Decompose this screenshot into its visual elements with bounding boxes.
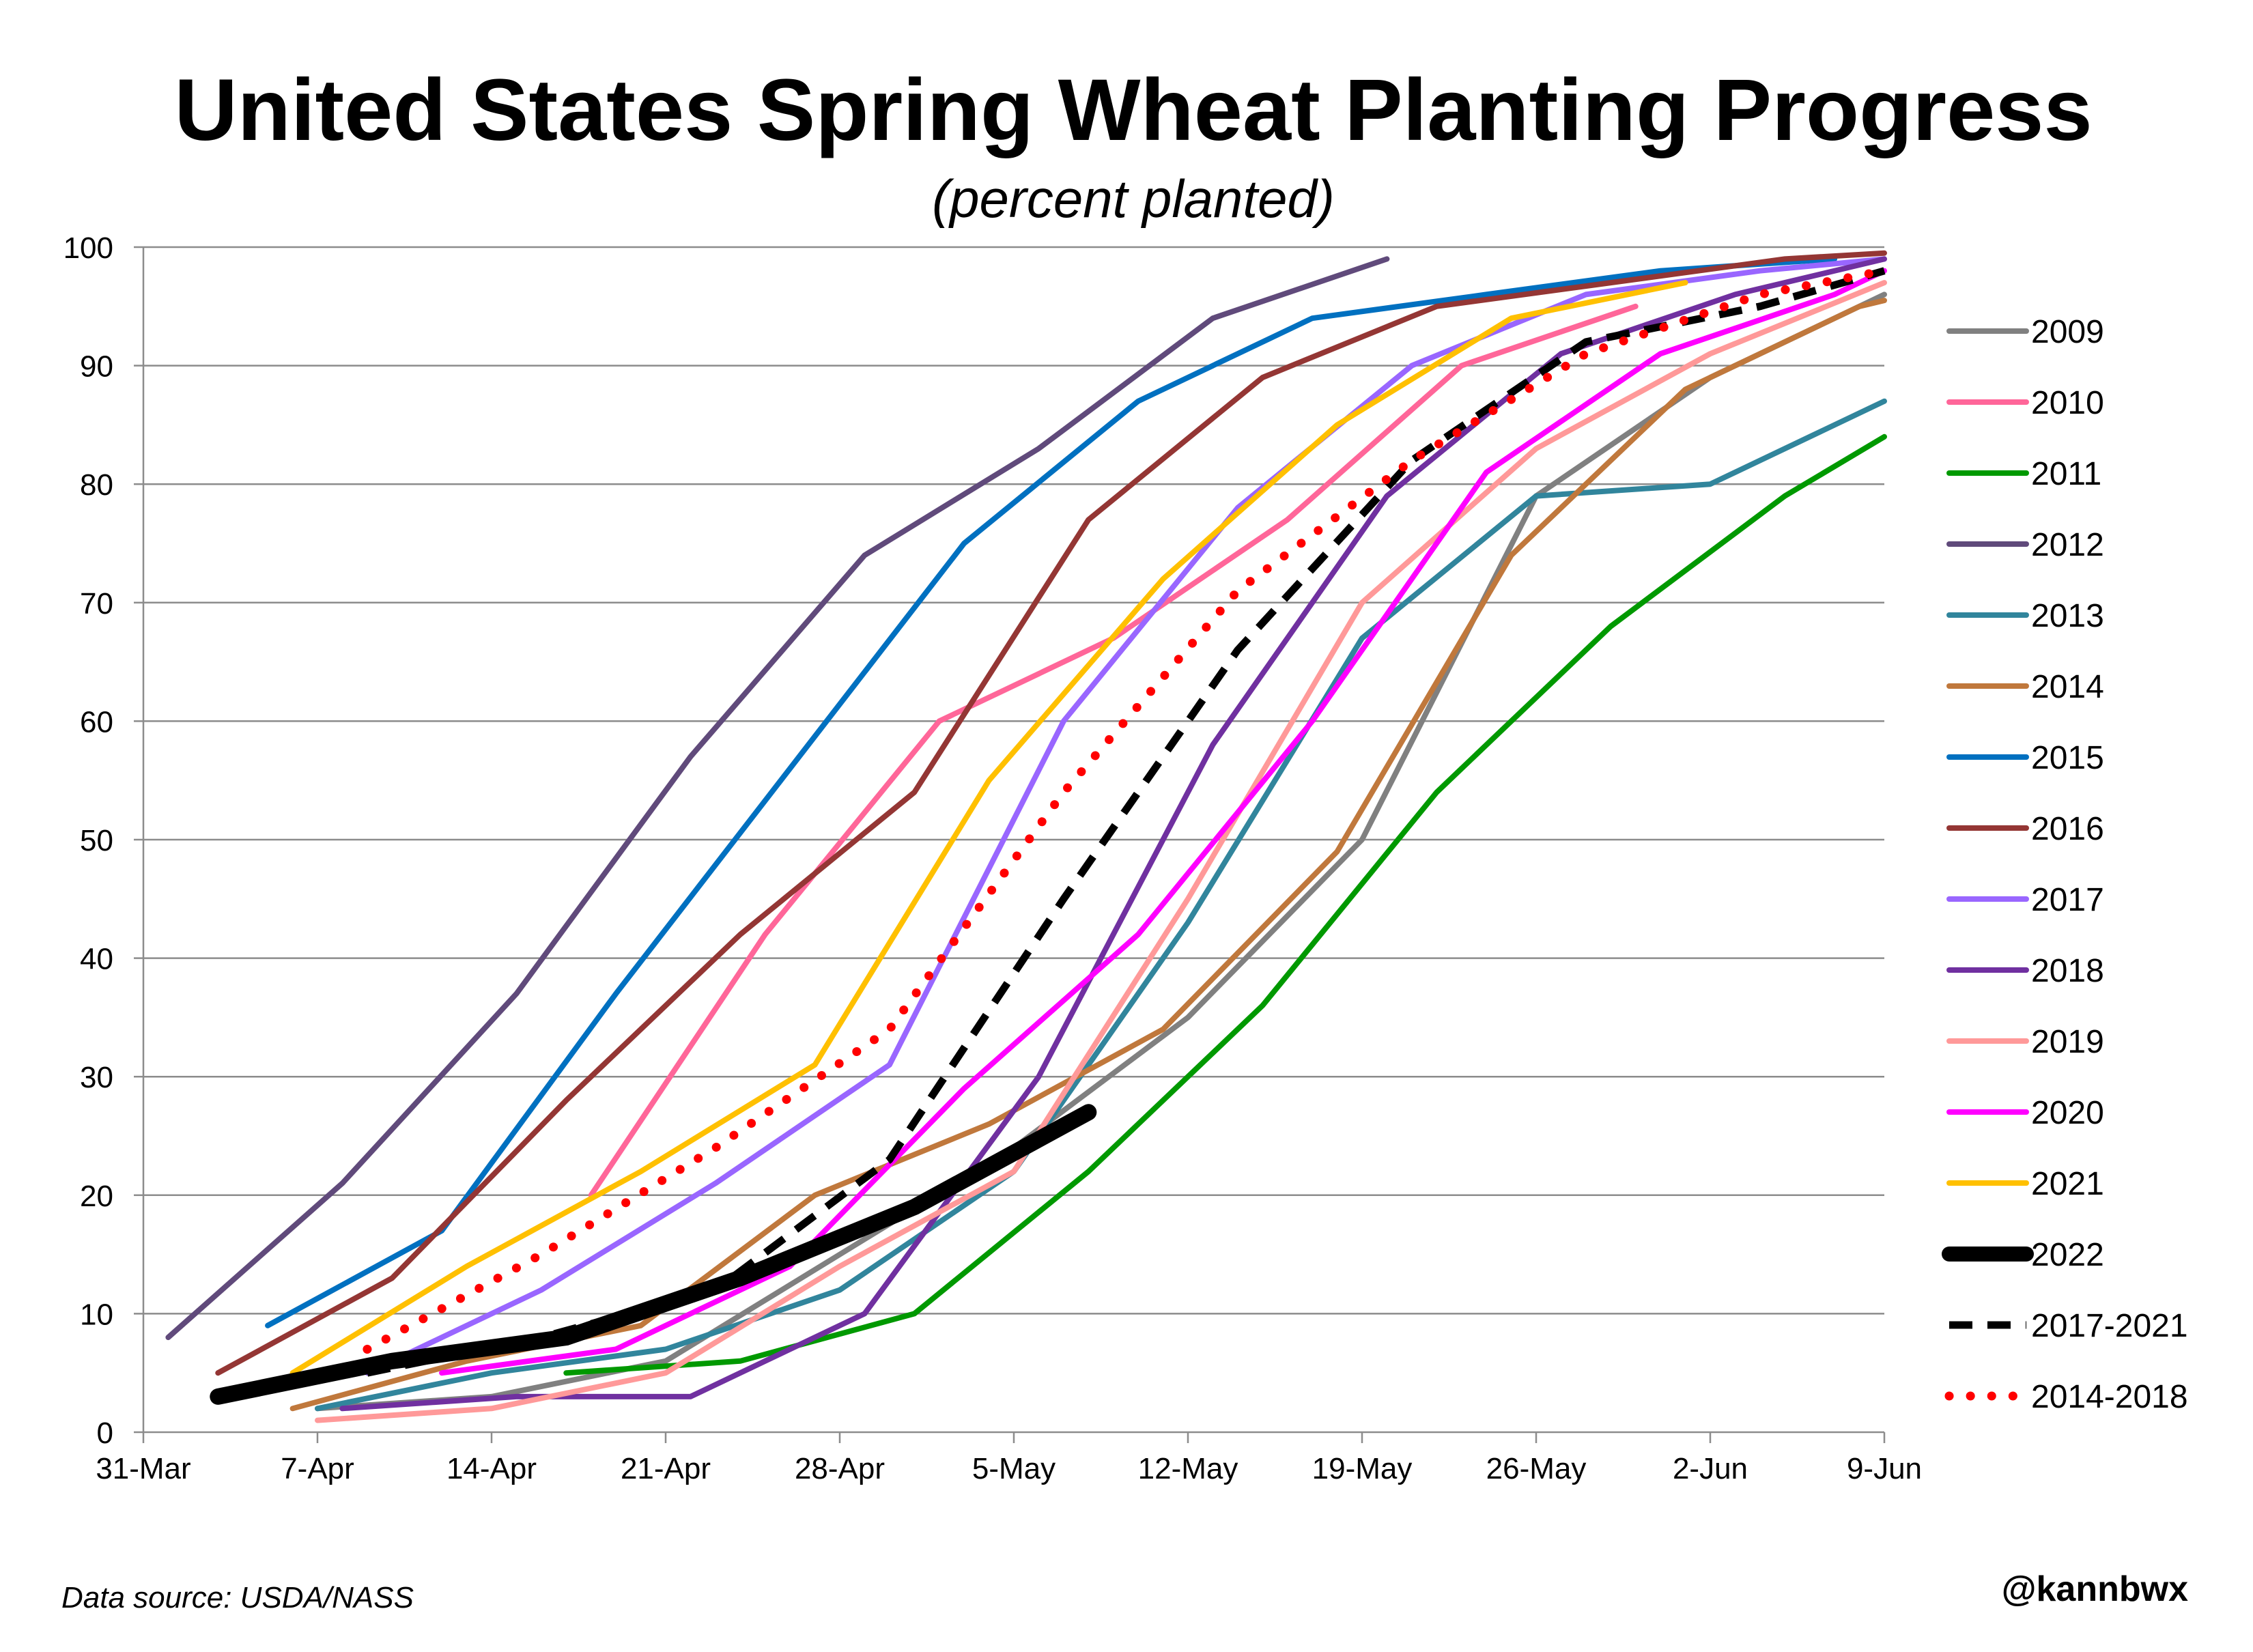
x-tick-label: 14-Apr xyxy=(447,1452,537,1485)
data-source-note: Data source: USDA/NASS xyxy=(61,1581,414,1614)
legend: 2009 2010 2011 2012 2013 2014 2015 2016 2017 2018… xyxy=(1942,314,2188,1415)
legend-label: 2017-2021 xyxy=(2031,1308,2188,1344)
legend-label: 2011 xyxy=(2031,456,2101,492)
x-tick-label: 19-May xyxy=(1312,1452,1413,1485)
series-2016 xyxy=(215,250,1887,1376)
legend-label: 2009 xyxy=(2031,314,2104,350)
series-2014-2018 xyxy=(363,266,1889,1354)
y-axis-ticks: 0 10 20 30 40 50 60 70 80 90 100 xyxy=(63,231,143,1450)
legend-label: 2015 xyxy=(2031,740,2104,776)
legend-item-2016: 2016 xyxy=(1946,811,2104,847)
series-2014 xyxy=(289,298,1887,1412)
series-2020 xyxy=(439,268,1887,1376)
legend-label: 2019 xyxy=(2031,1024,2104,1060)
x-tick-label: 28-Apr xyxy=(795,1452,885,1485)
author-handle: @kannbwx xyxy=(2002,1569,2188,1609)
y-tick-label: 80 xyxy=(80,468,113,502)
series-2009 xyxy=(315,291,1887,1412)
gridlines xyxy=(143,246,1884,1315)
chart-title: United States Spring Wheat Planting Prog… xyxy=(174,61,2092,159)
legend-item-2014-2018: 2014-2018 xyxy=(1944,1379,2188,1415)
legend-item-2015: 2015 xyxy=(1946,740,2104,776)
y-tick-label: 40 xyxy=(80,943,113,976)
series-line-2015 xyxy=(265,256,1838,1328)
legend-label: 2010 xyxy=(2031,385,2104,421)
legend-label: 2014-2018 xyxy=(2031,1379,2188,1415)
x-tick-label: 21-Apr xyxy=(621,1452,711,1485)
legend-item-2009: 2009 xyxy=(1946,314,2104,350)
data-point xyxy=(1237,590,1238,591)
series-lines xyxy=(165,250,1889,1423)
y-tick-label: 0 xyxy=(97,1416,113,1450)
series-line-2016 xyxy=(215,250,1887,1376)
legend-item-2017-2021: 2017-2021 xyxy=(1949,1308,2188,1344)
series-line-2009 xyxy=(315,291,1887,1412)
legend-item-2013: 2013 xyxy=(1946,598,2104,634)
series-2015 xyxy=(265,256,1838,1328)
x-tick-label: 5-May xyxy=(972,1452,1055,1485)
legend-item-2012: 2012 xyxy=(1946,527,2104,563)
series-2013 xyxy=(315,398,1887,1412)
y-tick-label: 50 xyxy=(80,824,113,857)
y-tick-label: 100 xyxy=(63,231,113,265)
y-tick-label: 90 xyxy=(80,350,113,384)
x-tick-label: 26-May xyxy=(1486,1452,1587,1485)
legend-label: 2016 xyxy=(2031,811,2104,847)
data-point xyxy=(1411,460,1412,461)
legend-item-2018: 2018 xyxy=(1946,953,2104,989)
legend-label: 2014 xyxy=(2031,669,2104,705)
series-2021 xyxy=(289,280,1688,1376)
legend-label: 2012 xyxy=(2031,527,2104,563)
series-line-2014 xyxy=(289,298,1887,1412)
series-line-2018 xyxy=(339,256,1887,1412)
legend-item-2011: 2011 xyxy=(1946,456,2101,492)
x-tick-label: 9-Jun xyxy=(1847,1452,1922,1485)
y-tick-label: 20 xyxy=(80,1180,113,1213)
y-tick-label: 30 xyxy=(80,1061,113,1094)
legend-item-2010: 2010 xyxy=(1946,385,2104,421)
legend-label: 2017 xyxy=(2031,882,2104,918)
legend-label: 2013 xyxy=(2031,598,2104,634)
legend-item-2020: 2020 xyxy=(1946,1095,2104,1131)
series-line-2017 xyxy=(364,256,1887,1376)
x-tick-label: 12-May xyxy=(1138,1452,1238,1485)
series-2019 xyxy=(315,280,1887,1423)
series-line-2012 xyxy=(165,256,1390,1341)
series-line-2022 xyxy=(210,1104,1097,1405)
legend-item-2017: 2017 xyxy=(1946,882,2104,918)
series-line-2020 xyxy=(439,268,1887,1376)
x-tick-label: 2-Jun xyxy=(1673,1452,1748,1485)
series-2012 xyxy=(165,256,1390,1341)
series-line-2019 xyxy=(315,280,1887,1423)
legend-label: 2018 xyxy=(2031,953,2104,989)
legend-item-2021: 2021 xyxy=(1946,1166,2104,1202)
x-axis-ticks: 31-Mar 7-Apr 14-Apr 21-Apr 28-Apr 5-May 12-May… xyxy=(96,1432,1922,1485)
legend-item-2014: 2014 xyxy=(1946,669,2104,705)
x-tick-label: 31-Mar xyxy=(96,1452,190,1485)
chart-subtitle: (percent planted) xyxy=(932,169,1335,229)
series-line-2017-2021 xyxy=(366,267,1886,1377)
legend-label: 2020 xyxy=(2031,1095,2104,1131)
series-2022 xyxy=(210,1104,1097,1405)
data-point xyxy=(1063,792,1064,793)
y-tick-label: 10 xyxy=(80,1298,113,1331)
series-line-2021 xyxy=(289,280,1688,1376)
series-line-2013 xyxy=(315,398,1887,1412)
legend-label: 2022 xyxy=(2031,1237,2104,1273)
legend-label: 2021 xyxy=(2031,1166,2104,1202)
y-tick-label: 70 xyxy=(80,587,113,621)
x-tick-label: 7-Apr xyxy=(281,1452,354,1485)
legend-item-2022: 2022 xyxy=(1942,1237,2104,1273)
data-point xyxy=(1411,460,1412,461)
series-2018 xyxy=(339,256,1887,1412)
series-line-2014-2018 xyxy=(363,266,1889,1354)
series-2017 xyxy=(364,256,1887,1376)
legend-item-2019: 2019 xyxy=(1946,1024,2104,1060)
series-2017-2021 xyxy=(366,267,1886,1377)
y-tick-label: 60 xyxy=(80,705,113,739)
